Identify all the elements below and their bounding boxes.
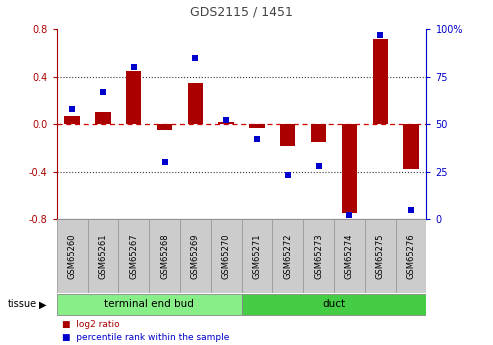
Point: [376, 32, 384, 38]
Text: GSM65272: GSM65272: [283, 234, 292, 279]
Point: [99, 89, 107, 95]
Text: terminal end bud: terminal end bud: [104, 299, 194, 309]
Bar: [334, 219, 365, 293]
Bar: [342, 124, 357, 213]
Point: [253, 137, 261, 142]
Point: [68, 106, 76, 112]
Text: tissue: tissue: [7, 299, 36, 309]
Text: ■  log2 ratio: ■ log2 ratio: [62, 320, 119, 329]
Text: GSM65275: GSM65275: [376, 234, 385, 279]
Bar: [373, 39, 388, 124]
Bar: [211, 219, 242, 293]
Bar: [242, 294, 426, 315]
Bar: [157, 124, 172, 130]
Bar: [403, 124, 419, 169]
Text: GSM65274: GSM65274: [345, 234, 354, 279]
Point: [407, 207, 415, 212]
Bar: [57, 294, 242, 315]
Bar: [149, 219, 180, 293]
Text: ■  percentile rank within the sample: ■ percentile rank within the sample: [62, 333, 229, 342]
Text: GSM65271: GSM65271: [252, 234, 261, 279]
Bar: [88, 219, 118, 293]
Bar: [249, 124, 265, 128]
Point: [315, 163, 322, 169]
Point: [346, 213, 353, 218]
Bar: [395, 219, 426, 293]
Point: [161, 159, 169, 165]
Text: GSM65260: GSM65260: [68, 234, 76, 279]
Text: GSM65269: GSM65269: [191, 234, 200, 279]
Point: [284, 172, 292, 178]
Bar: [303, 219, 334, 293]
Bar: [65, 116, 80, 124]
Text: GSM65261: GSM65261: [99, 234, 107, 279]
Bar: [118, 219, 149, 293]
Text: GSM65276: GSM65276: [407, 233, 416, 279]
Text: GSM65268: GSM65268: [160, 233, 169, 279]
Bar: [311, 124, 326, 142]
Text: ▶: ▶: [39, 299, 47, 309]
Bar: [188, 83, 203, 124]
Point: [130, 65, 138, 70]
Point: [191, 55, 199, 61]
Text: GSM65270: GSM65270: [222, 234, 231, 279]
Bar: [272, 219, 303, 293]
Text: GDS2115 / 1451: GDS2115 / 1451: [190, 6, 293, 19]
Bar: [180, 219, 211, 293]
Bar: [365, 219, 395, 293]
Text: duct: duct: [322, 299, 346, 309]
Bar: [218, 122, 234, 124]
Bar: [126, 71, 141, 124]
Bar: [57, 219, 88, 293]
Text: GSM65267: GSM65267: [129, 233, 138, 279]
Bar: [242, 219, 272, 293]
Bar: [95, 112, 110, 124]
Bar: [280, 124, 295, 146]
Text: GSM65273: GSM65273: [314, 233, 323, 279]
Point: [222, 118, 230, 123]
